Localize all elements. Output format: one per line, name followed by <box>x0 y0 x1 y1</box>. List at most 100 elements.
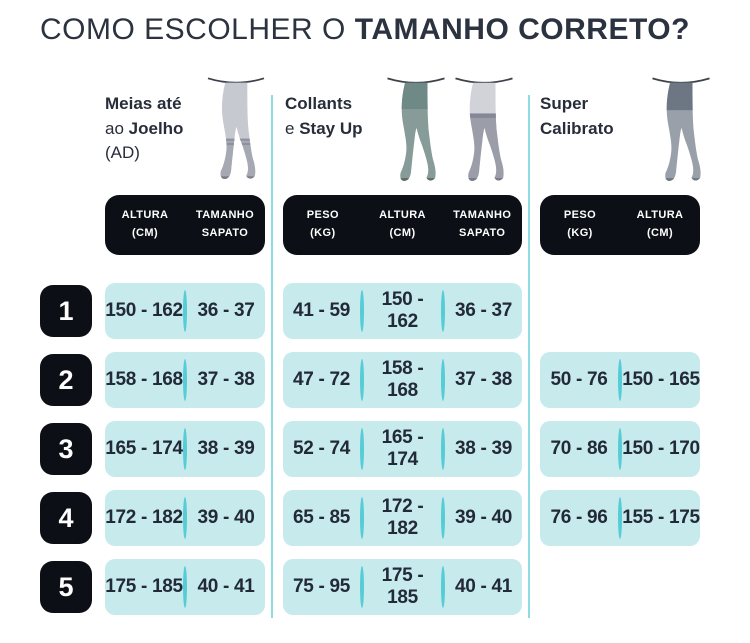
cell-value: 158 - 168 <box>381 358 424 401</box>
super-calibrato-figure <box>652 77 710 181</box>
cell-value: 40 - 41 <box>454 576 513 597</box>
cell-value: 172 - 182 <box>105 507 183 528</box>
cell-divider <box>183 428 187 470</box>
section-title-text: Collants <box>285 94 353 113</box>
cell-value: 150 - 162 <box>381 289 424 332</box>
column-header-meias: ALTURA (CM) TAMANHO SAPATO <box>105 195 265 255</box>
cell-divider <box>441 359 445 401</box>
section-divider <box>528 95 530 618</box>
cell-collants: 65 - 85 172 - 182 39 - 40 <box>283 490 522 546</box>
size-badge: 1 <box>40 285 92 337</box>
cell-value: 41 - 59 <box>292 300 351 321</box>
cell-value: 38 - 39 <box>454 438 513 459</box>
cell-value: 38 - 39 <box>197 438 255 459</box>
stay-up-figure <box>455 77 513 181</box>
cell-value: 37 - 38 <box>454 369 513 390</box>
knee-high-socks-figure <box>207 77 265 179</box>
cell-divider <box>183 566 187 608</box>
section-title-text: Calibrato <box>540 118 614 138</box>
cell-divider <box>360 566 364 608</box>
cell-value: 175 - 185 <box>105 576 183 597</box>
section-title-text: Meias até <box>105 94 182 113</box>
cell-value: 76 - 96 <box>550 507 608 528</box>
page-title-regular: COMO ESCOLHER O <box>40 13 355 46</box>
cell-value: 150 - 170 <box>622 438 700 459</box>
cell-value: 39 - 40 <box>197 507 255 528</box>
cell-value: 150 - 162 <box>105 300 183 321</box>
cell-collants: 41 - 59 150 - 162 36 - 37 <box>283 283 522 339</box>
table-row: 4 172 - 182 39 - 40 65 - 85 172 - 182 39 - 40… <box>40 490 700 546</box>
page-title-emphasis: TAMANHO CORRETO? <box>354 13 690 46</box>
cell-value: 65 - 85 <box>292 507 351 528</box>
section-title-text: Joelho <box>128 118 184 138</box>
section-title-super: Super Calibrato <box>540 92 614 141</box>
cell-value: 36 - 37 <box>197 300 255 321</box>
cell-divider <box>441 566 445 608</box>
cell-value: 75 - 95 <box>292 576 351 597</box>
section-title-text: e <box>285 118 295 138</box>
size-badge: 3 <box>40 423 92 475</box>
section-title-collants: Collants e Stay Up <box>285 92 363 141</box>
column-label: TAMANHO SAPATO <box>453 209 512 239</box>
cell-divider <box>360 359 364 401</box>
column-label: PESO (KG) <box>306 209 339 239</box>
cell-collants: 52 - 74 165 - 174 38 - 39 <box>283 421 522 477</box>
cell-value: 50 - 76 <box>550 369 608 390</box>
cell-value: 39 - 40 <box>454 507 513 528</box>
cell-value: 172 - 182 <box>381 496 424 539</box>
size-badge: 2 <box>40 354 92 406</box>
cell-divider <box>360 497 364 539</box>
cell-super: 50 - 76 150 - 165 <box>540 352 700 408</box>
cell-divider <box>441 428 445 470</box>
cell-value: 155 - 175 <box>622 507 700 528</box>
cell-super: 76 - 96 155 - 175 <box>540 490 700 546</box>
cell-value: 150 - 165 <box>622 369 700 390</box>
cell-value: 40 - 41 <box>197 576 255 597</box>
section-title-text: Stay Up <box>299 118 363 138</box>
cell-meias: 150 - 162 36 - 37 <box>105 283 265 339</box>
cell-collants: 75 - 95 175 - 185 40 - 41 <box>283 559 522 615</box>
section-title-text: ao <box>105 118 124 138</box>
size-badge: 5 <box>40 561 92 613</box>
column-label: TAMANHO SAPATO <box>195 209 255 239</box>
cell-meias: 158 - 168 37 - 38 <box>105 352 265 408</box>
column-label: ALTURA (CM) <box>121 209 169 239</box>
section-title-text: (AD) <box>105 143 140 163</box>
cell-divider <box>360 428 364 470</box>
cell-divider <box>360 290 364 332</box>
cell-super: 70 - 86 150 - 170 <box>540 421 700 477</box>
cell-divider <box>618 428 622 470</box>
cell-meias: 172 - 182 39 - 40 <box>105 490 265 546</box>
cell-value: 52 - 74 <box>292 438 351 459</box>
table-row: 3 165 - 174 38 - 39 52 - 74 165 - 174 38 - 39… <box>40 421 700 477</box>
cell-value: 165 - 174 <box>105 438 183 459</box>
cell-divider <box>183 290 187 332</box>
collants-figure <box>387 77 445 181</box>
column-label: ALTURA (CM) <box>636 209 684 239</box>
section-title-text: Super <box>540 94 589 113</box>
table-row: 2 158 - 168 37 - 38 47 - 72 158 - 168 37 - 38… <box>40 352 700 408</box>
section-divider <box>271 95 273 618</box>
cell-divider <box>618 497 622 539</box>
cell-value: 47 - 72 <box>292 369 351 390</box>
cell-value: 70 - 86 <box>550 438 608 459</box>
rows: 1 150 - 162 36 - 37 41 - 59 150 - 162 36 - 37… <box>40 283 700 628</box>
cell-divider <box>441 497 445 539</box>
table-row: 1 150 - 162 36 - 37 41 - 59 150 - 162 36 - 37 <box>40 283 700 339</box>
cell-value: 175 - 185 <box>381 565 424 608</box>
cell-collants: 47 - 72 158 - 168 37 - 38 <box>283 352 522 408</box>
size-badge: 4 <box>40 492 92 544</box>
column-label: PESO (KG) <box>563 209 597 239</box>
cell-divider <box>441 290 445 332</box>
cell-divider <box>618 359 622 401</box>
cell-value: 165 - 174 <box>381 427 424 470</box>
cell-value: 37 - 38 <box>197 369 255 390</box>
cell-value: 158 - 168 <box>105 369 183 390</box>
cell-divider <box>183 497 187 539</box>
section-title-meias: Meias até ao Joelho (AD) <box>105 92 183 166</box>
cell-meias: 175 - 185 40 - 41 <box>105 559 265 615</box>
cell-meias: 165 - 174 38 - 39 <box>105 421 265 477</box>
table-row: 5 175 - 185 40 - 41 75 - 95 175 - 185 40 - 41 <box>40 559 700 615</box>
column-header-collants: PESO (KG) ALTURA (CM) TAMANHO SAPATO <box>283 195 522 255</box>
